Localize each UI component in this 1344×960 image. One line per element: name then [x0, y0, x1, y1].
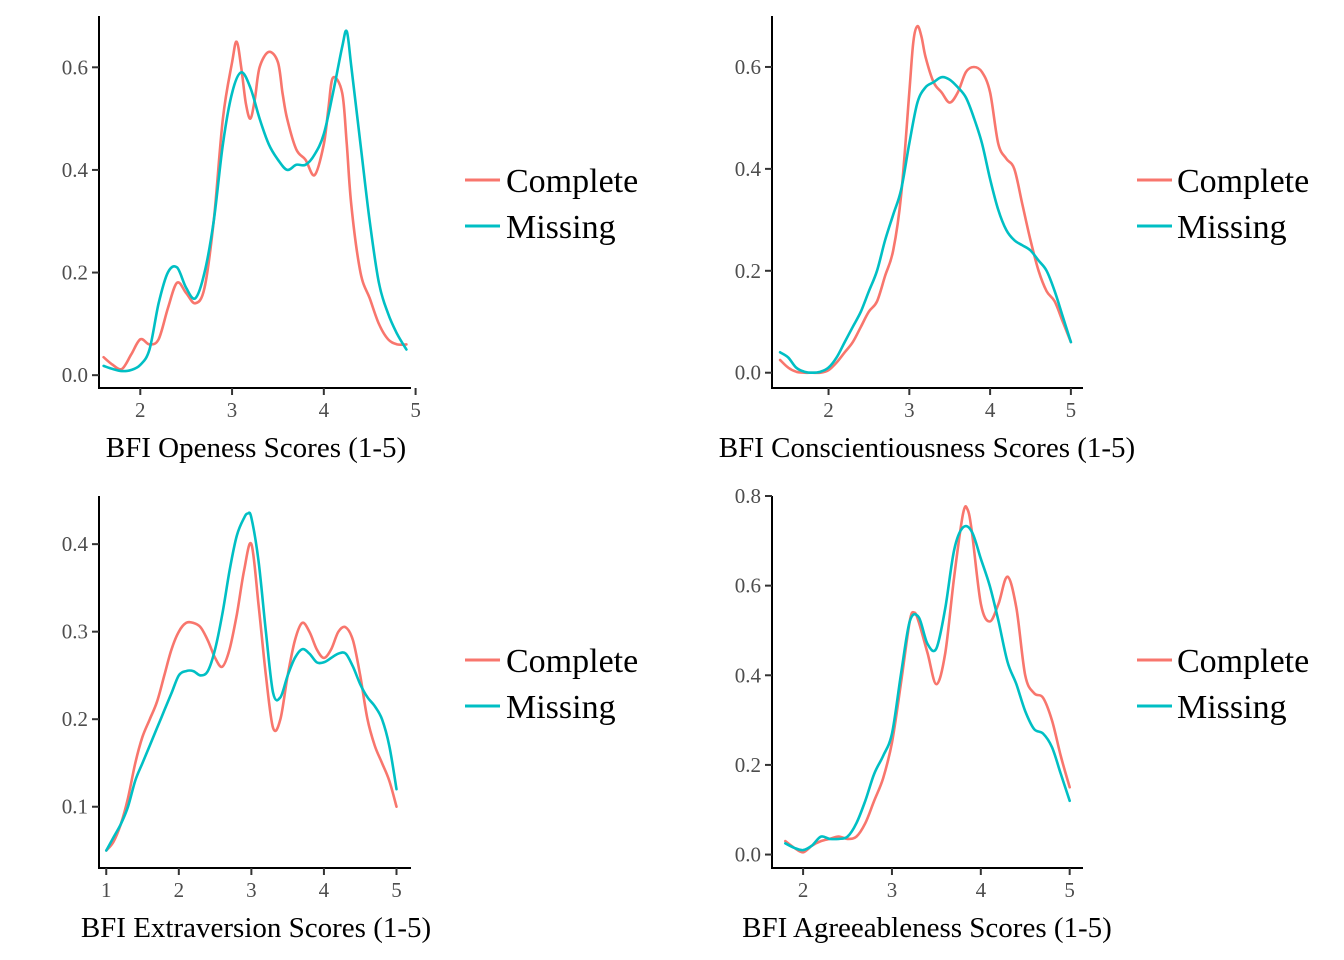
- extraversion-legend: Complete Missing: [465, 643, 638, 726]
- conscientiousness-x-tick-label: 5: [1066, 398, 1077, 422]
- openness-plot-area: 0.0 0.2 0.4 0.6 2 3 4 5: [62, 16, 421, 422]
- conscientiousness-y-tick-label: 0.0: [735, 361, 761, 385]
- panel-extraversion: 0.1 0.2 0.3 0.4 1 2 3 4 5 BFI Extraversion Score…: [62, 496, 638, 944]
- conscientiousness-x-tick-label: 4: [985, 398, 996, 422]
- extraversion-x-tick-label: 1: [101, 878, 112, 902]
- agreeableness-y-tick-label: 0.0: [735, 843, 761, 867]
- openness-y-tick-label: 0.0: [62, 363, 88, 387]
- conscientiousness-x-axis-title: BFI Conscientiousness Scores (1-5): [719, 432, 1135, 464]
- agreeableness-series-complete: [784, 505, 1071, 854]
- openness-y-tick-label: 0.4: [62, 158, 89, 182]
- conscientiousness-x-tick-label: 2: [823, 398, 834, 422]
- conscientiousness-x-tick-label: 3: [904, 398, 915, 422]
- openness-x-axis-title: BFI Openess Scores (1-5): [106, 432, 406, 464]
- extraversion-x-tick-label: 4: [319, 878, 330, 902]
- conscientiousness-legend-label-missing: Missing: [1177, 209, 1287, 246]
- extraversion-y-tick-label: 0.4: [62, 532, 89, 556]
- panel-openness: 0.0 0.2 0.4 0.6 2 3 4 5 BFI Openess Scores (1-5…: [62, 16, 638, 464]
- extraversion-x-axis-title: BFI Extraversion Scores (1-5): [81, 912, 431, 944]
- conscientiousness-legend: Complete Missing: [1137, 163, 1309, 246]
- openness-x-tick-label: 4: [319, 398, 330, 422]
- openness-legend: Complete Missing: [465, 163, 638, 246]
- openness-y-tick-label: 0.6: [62, 55, 88, 79]
- agreeableness-x-tick-label: 5: [1064, 878, 1075, 902]
- panel-agreeableness: 0.0 0.2 0.4 0.6 0.8 2 3 4 5 BFI Agreeableness Sc…: [735, 484, 1309, 944]
- agreeableness-y-tick-label: 0.6: [735, 574, 761, 598]
- extraversion-series-complete: [105, 541, 398, 852]
- panel-conscientiousness: 0.0 0.2 0.4 0.6 2 3 4 5 BFI Conscientiousness S…: [719, 16, 1309, 464]
- agreeableness-series-missing: [784, 524, 1071, 852]
- conscientiousness-plot-area: 0.0 0.2 0.4 0.6 2 3 4 5: [735, 16, 1083, 422]
- conscientiousness-series-complete: [778, 24, 1073, 375]
- openness-legend-label-complete: Complete: [506, 163, 638, 200]
- extraversion-legend-label-missing: Missing: [506, 689, 616, 726]
- extraversion-plot-area: 0.1 0.2 0.3 0.4 1 2 3 4 5: [62, 496, 411, 902]
- agreeableness-y-tick-label: 0.2: [735, 753, 761, 777]
- agreeableness-legend-label-missing: Missing: [1177, 689, 1287, 726]
- openness-y-tick-label: 0.2: [62, 261, 88, 285]
- extraversion-x-tick-label: 3: [246, 878, 257, 902]
- agreeableness-y-tick-label: 0.4: [735, 663, 762, 687]
- conscientiousness-y-tick-label: 0.6: [735, 55, 761, 79]
- agreeableness-y-tick-label: 0.8: [735, 484, 761, 508]
- agreeableness-plot-area: 0.0 0.2 0.4 0.6 0.8 2 3 4 5: [735, 484, 1083, 902]
- extraversion-x-tick-label: 5: [391, 878, 402, 902]
- openness-x-tick-label: 5: [410, 398, 421, 422]
- openness-legend-label-missing: Missing: [506, 209, 616, 246]
- extraversion-y-tick-label: 0.3: [62, 620, 88, 644]
- agreeableness-x-tick-label: 2: [798, 878, 809, 902]
- openness-x-tick-label: 2: [135, 398, 146, 422]
- extraversion-legend-label-complete: Complete: [506, 643, 638, 680]
- agreeableness-x-tick-label: 4: [976, 878, 987, 902]
- conscientiousness-y-tick-label: 0.2: [735, 259, 761, 283]
- agreeableness-legend-label-complete: Complete: [1177, 643, 1309, 680]
- openness-x-tick-label: 3: [227, 398, 238, 422]
- extraversion-series-missing: [105, 511, 398, 852]
- agreeableness-x-tick-label: 3: [887, 878, 898, 902]
- extraversion-y-tick-label: 0.2: [62, 707, 88, 731]
- agreeableness-legend: Complete Missing: [1137, 643, 1309, 726]
- conscientiousness-legend-label-complete: Complete: [1177, 163, 1309, 200]
- extraversion-x-tick-label: 2: [174, 878, 185, 902]
- openness-series-missing: [102, 29, 408, 373]
- conscientiousness-y-tick-label: 0.4: [735, 157, 762, 181]
- openness-series-complete: [102, 40, 408, 371]
- extraversion-y-tick-label: 0.1: [62, 795, 88, 819]
- agreeableness-x-axis-title: BFI Agreeableness Scores (1-5): [742, 912, 1112, 944]
- conscientiousness-series-missing: [778, 75, 1073, 374]
